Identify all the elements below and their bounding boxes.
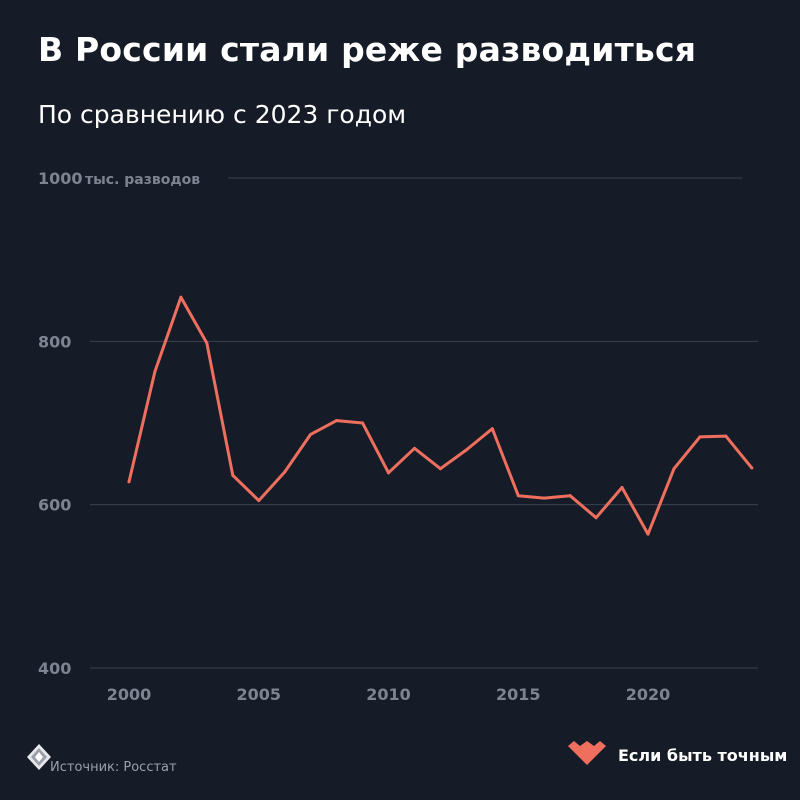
data-point xyxy=(361,421,365,425)
data-point xyxy=(257,499,261,503)
data-point xyxy=(516,494,520,498)
data-point xyxy=(568,494,572,498)
source-note: Источник: Росстат xyxy=(50,760,177,775)
x-tick-label: 2020 xyxy=(626,685,671,704)
data-point xyxy=(127,480,131,484)
data-point xyxy=(387,471,390,475)
y-axis-ticks: 400 600 800 1000 тыс. разводов xyxy=(38,169,200,678)
x-tick-label: 2010 xyxy=(366,685,411,704)
data-point xyxy=(309,432,313,436)
y-tick-label: 400 xyxy=(38,659,71,678)
brand-name: Если быть точным xyxy=(618,745,788,765)
data-point xyxy=(464,448,468,452)
data-point xyxy=(412,446,416,450)
data-point xyxy=(750,466,754,470)
brand: Если быть точным xyxy=(566,740,787,770)
x-axis-ticks: 2000 2005 2010 2015 2020 xyxy=(107,685,671,704)
chart-subtitle: По сравнению с 2023 годом xyxy=(38,100,407,129)
data-point xyxy=(335,419,339,423)
data-point xyxy=(283,470,287,474)
data-point xyxy=(542,496,546,500)
data-point xyxy=(179,295,183,299)
diamond-logo-icon xyxy=(24,742,54,776)
data-point xyxy=(698,435,702,439)
data-point xyxy=(724,434,728,438)
data-point xyxy=(620,486,624,490)
heart-logo-icon xyxy=(566,740,608,770)
data-point xyxy=(205,341,209,345)
chart-title: В России стали реже разводиться xyxy=(38,30,697,69)
data-point xyxy=(594,516,598,520)
data-point xyxy=(231,473,235,477)
data-point xyxy=(490,427,494,431)
x-tick-label: 2000 xyxy=(107,685,152,704)
y-tick-label: 1000 xyxy=(38,169,83,188)
y-unit-label: тыс. разводов xyxy=(85,172,200,188)
x-tick-label: 2005 xyxy=(236,685,281,704)
data-point xyxy=(438,467,442,471)
x-tick-label: 2015 xyxy=(496,685,541,704)
y-tick-label: 800 xyxy=(38,332,71,351)
data-point xyxy=(672,467,676,471)
series-layer xyxy=(127,295,754,536)
y-tick-label: 600 xyxy=(38,496,71,515)
data-point xyxy=(646,532,650,536)
series-line xyxy=(127,295,754,536)
grid-lines xyxy=(90,177,758,669)
data-point xyxy=(153,370,157,374)
